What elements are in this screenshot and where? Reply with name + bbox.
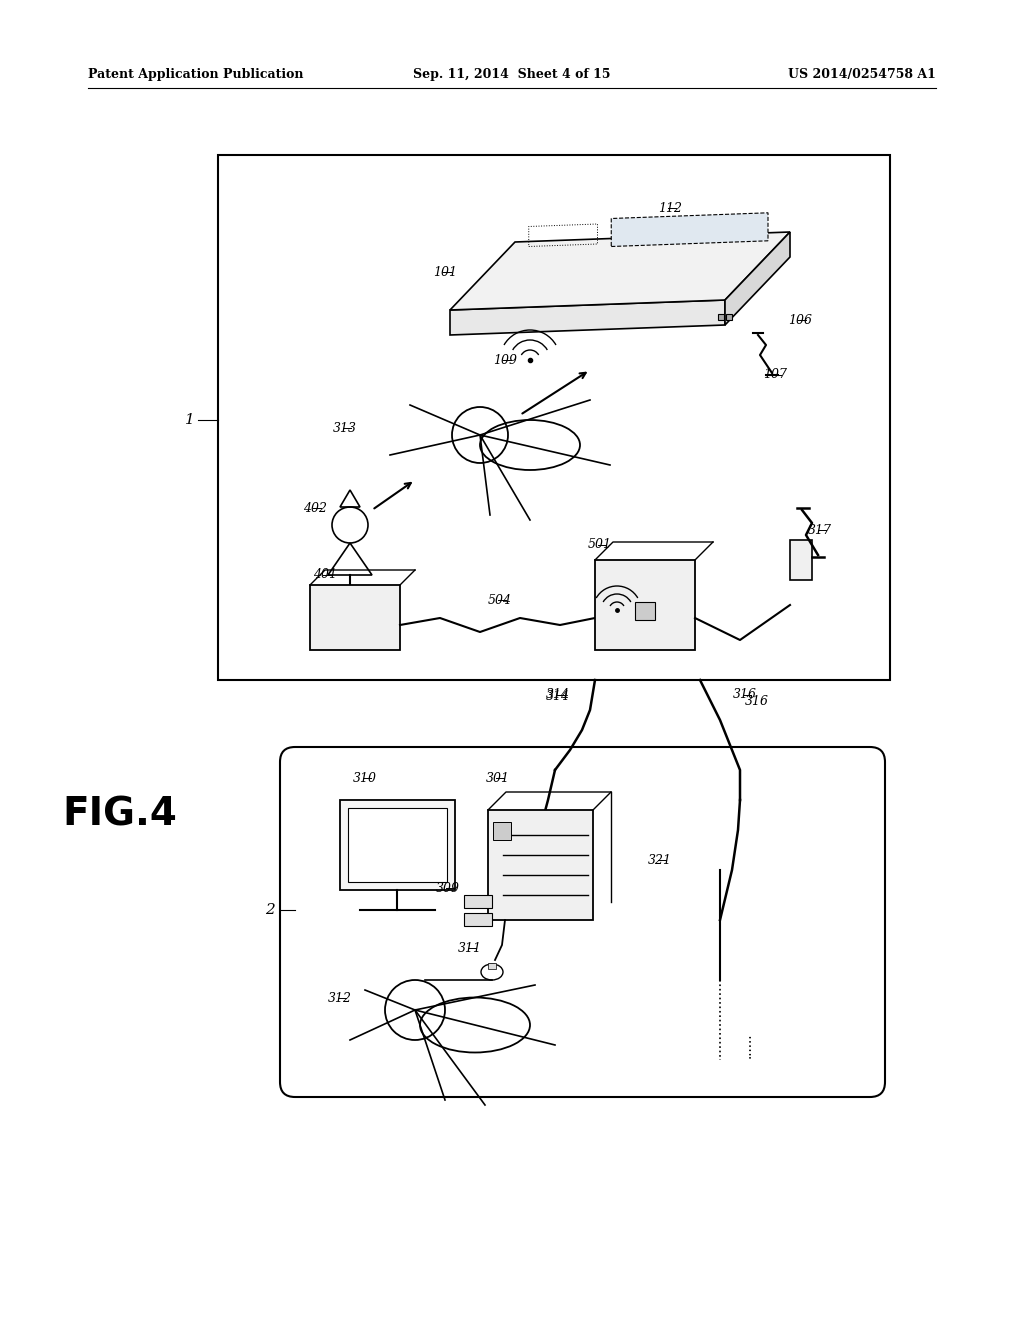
- Text: ......: ......: [740, 1032, 754, 1057]
- Bar: [340, 800, 455, 890]
- Text: US 2014/0254758 A1: US 2014/0254758 A1: [788, 69, 936, 81]
- Bar: [488, 810, 593, 920]
- Polygon shape: [611, 213, 768, 247]
- Text: 321: 321: [648, 854, 672, 866]
- Polygon shape: [450, 232, 790, 310]
- Bar: [488, 964, 496, 969]
- Text: 312: 312: [328, 991, 352, 1005]
- Text: 309: 309: [436, 882, 460, 895]
- Bar: [464, 895, 492, 908]
- Bar: [493, 822, 511, 840]
- Text: 112: 112: [658, 202, 682, 214]
- Text: 2: 2: [265, 903, 275, 917]
- Bar: [790, 540, 812, 579]
- Bar: [635, 602, 655, 620]
- Text: 317: 317: [808, 524, 831, 536]
- Bar: [348, 808, 447, 882]
- Text: 106: 106: [788, 314, 812, 326]
- Text: Patent Application Publication: Patent Application Publication: [88, 69, 303, 81]
- Text: 311: 311: [458, 941, 482, 954]
- Text: 504: 504: [488, 594, 512, 606]
- Text: 501: 501: [588, 539, 612, 552]
- Text: 101: 101: [433, 265, 457, 279]
- Bar: [218, 154, 890, 680]
- Text: 301: 301: [486, 771, 510, 784]
- Bar: [310, 585, 400, 649]
- Text: 1: 1: [185, 413, 195, 426]
- Bar: [718, 314, 724, 319]
- Text: 316: 316: [733, 689, 757, 701]
- Text: 310: 310: [353, 771, 377, 784]
- Bar: [595, 560, 695, 649]
- Text: 313: 313: [333, 421, 357, 434]
- Bar: [726, 314, 732, 319]
- Text: 316: 316: [745, 696, 769, 708]
- Text: 314: 314: [546, 689, 570, 701]
- Text: 109: 109: [493, 354, 517, 367]
- Bar: [464, 913, 492, 927]
- Text: Sep. 11, 2014  Sheet 4 of 15: Sep. 11, 2014 Sheet 4 of 15: [414, 69, 610, 81]
- Polygon shape: [450, 300, 725, 335]
- Text: 107: 107: [763, 368, 787, 381]
- Text: 401: 401: [313, 569, 337, 582]
- Text: 314: 314: [546, 690, 570, 704]
- Text: 402: 402: [303, 502, 327, 515]
- Text: FIG.4: FIG.4: [62, 796, 177, 834]
- Polygon shape: [725, 232, 790, 325]
